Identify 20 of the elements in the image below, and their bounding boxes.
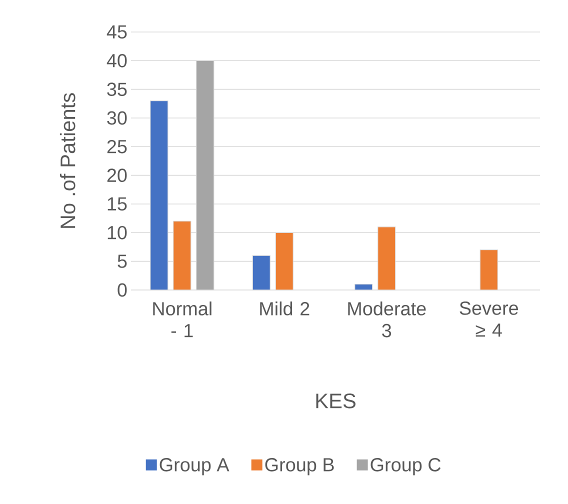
x-tick-label: Normal - 1 [153, 302, 212, 338]
legend-label: Group B [265, 458, 334, 476]
legend-label: Group C [370, 458, 441, 476]
y-tick-label: 30 [107, 111, 127, 125]
y-tick-label: 15 [108, 197, 127, 211]
y-tick-label: 0 [118, 283, 127, 297]
x-tick-label: Moderate 3 [348, 302, 426, 338]
y-axis-title: No .of Patients [60, 93, 76, 228]
y-tick-label: 5 [118, 254, 127, 268]
y-tick-label: 45 [106, 25, 127, 39]
x-axis-title: KES [316, 394, 356, 408]
x-tick-label: Severe ≥ 4 [460, 302, 518, 337]
y-tick-label: 10 [108, 226, 127, 240]
x-tick-label: Mild 2 [260, 302, 310, 316]
bar [354, 284, 373, 290]
y-tick-label: 40 [106, 54, 127, 68]
y-tick-label: 35 [107, 82, 127, 96]
legend-label: Group A [160, 458, 230, 476]
y-tick-label: 20 [107, 168, 127, 182]
y-tick-label: 25 [107, 140, 127, 154]
